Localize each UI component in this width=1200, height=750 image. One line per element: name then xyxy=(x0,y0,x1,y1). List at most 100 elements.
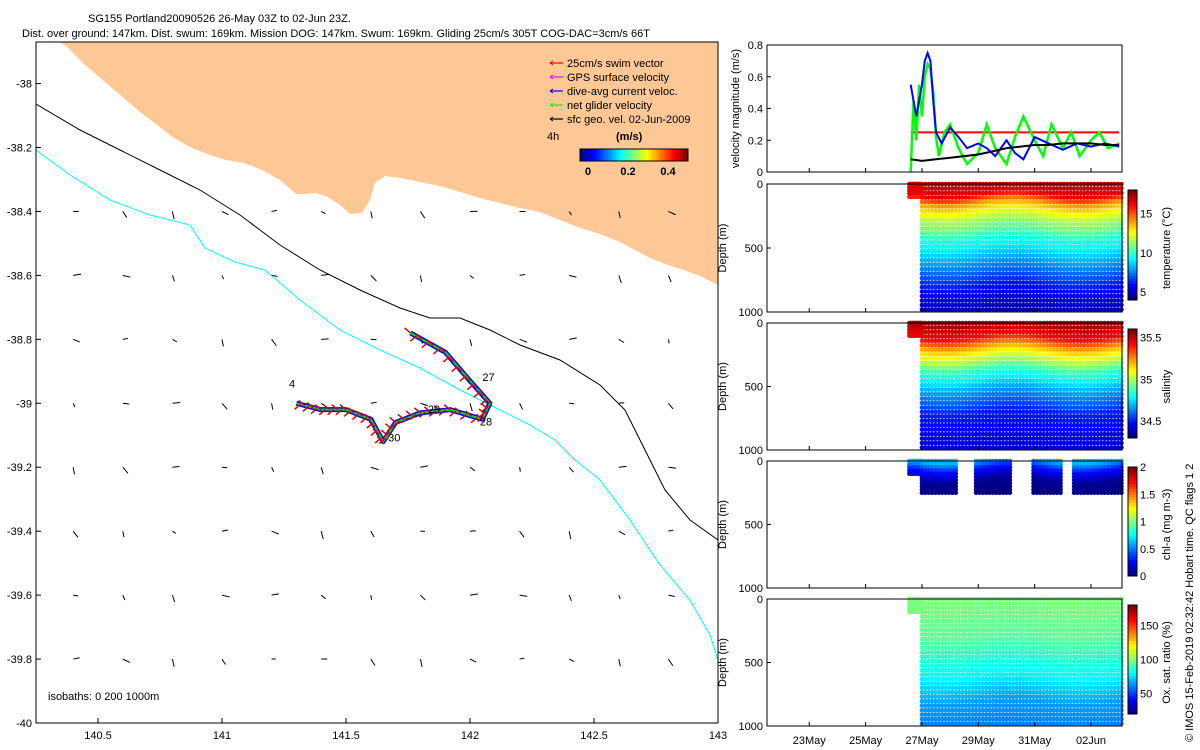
profile-sample xyxy=(1037,400,1043,406)
colorbar-cell xyxy=(1128,573,1137,577)
profile-sample xyxy=(936,226,942,232)
profile-sample xyxy=(1004,360,1009,366)
profile-sample xyxy=(933,707,938,713)
profile-sample xyxy=(980,257,986,263)
geostrophic-vector-field xyxy=(72,209,677,667)
profile-sample xyxy=(956,208,962,214)
profile-sample xyxy=(1058,490,1063,496)
profile-sample xyxy=(956,427,962,432)
profile-sample xyxy=(926,712,932,717)
profile-sample xyxy=(980,477,986,483)
profile-sample xyxy=(1102,347,1107,352)
depth-ytick-label: 0 xyxy=(757,318,763,330)
profile-sample xyxy=(956,239,962,245)
profile-sample xyxy=(946,690,952,695)
profile-sample xyxy=(987,262,992,267)
profile-sample xyxy=(1051,378,1057,384)
profile-sample xyxy=(919,672,925,677)
profile-sample xyxy=(1095,329,1101,335)
profile-sample xyxy=(1044,484,1050,489)
profile-sample xyxy=(1027,356,1033,361)
profile-sample xyxy=(966,230,972,236)
profile-sample xyxy=(1017,257,1023,263)
profile-sample xyxy=(1051,414,1057,419)
profile-sample xyxy=(1004,387,1009,392)
profile-sample xyxy=(923,365,928,370)
profile-sample xyxy=(1095,244,1101,250)
profile-sample xyxy=(1065,369,1070,375)
colorbar-cell xyxy=(1128,565,1137,569)
profile-sample xyxy=(939,716,945,722)
profile-sample xyxy=(1081,262,1087,267)
profile-sample xyxy=(1085,217,1090,223)
profile-sample xyxy=(990,266,996,272)
profile-sample xyxy=(1014,440,1019,446)
profile-sample xyxy=(1007,253,1013,258)
colorbar-cell xyxy=(1128,472,1137,476)
profile-sample xyxy=(1051,440,1057,446)
profile-sample xyxy=(1041,347,1046,352)
profile-sample xyxy=(1021,391,1026,397)
profile-sample xyxy=(977,468,982,473)
profile-sample xyxy=(963,329,969,335)
profile-sample xyxy=(987,474,992,480)
profile-sample xyxy=(970,190,975,196)
profile-sample xyxy=(977,204,982,209)
profile-sample xyxy=(1119,298,1124,303)
profile-sample xyxy=(1034,235,1040,241)
profile-sample xyxy=(936,645,942,651)
colorbar-cell xyxy=(1128,562,1137,566)
profile-sample xyxy=(1048,280,1053,285)
profile-sample xyxy=(956,190,962,196)
profile-sample xyxy=(987,334,992,339)
profile-sample xyxy=(1007,342,1013,348)
profile-sample xyxy=(1088,365,1094,370)
profile-sample xyxy=(936,387,942,392)
profile-sample xyxy=(1119,226,1124,232)
profile-sample xyxy=(926,226,932,232)
profile-sample xyxy=(1081,266,1087,272)
profile-sample xyxy=(990,338,996,344)
profile-sample xyxy=(1000,302,1006,308)
profile-sample xyxy=(1119,369,1124,375)
profile-sample xyxy=(926,645,932,651)
profile-sample xyxy=(929,351,935,357)
geostrophic-vector xyxy=(568,466,574,473)
profile-sample xyxy=(1000,293,1006,299)
profile-sample xyxy=(983,284,989,290)
profile-sample xyxy=(1088,329,1094,335)
profile-sample xyxy=(966,334,972,339)
profile-sample xyxy=(1112,329,1117,335)
profile-sample xyxy=(980,298,986,303)
colorbar-cell xyxy=(1128,502,1137,506)
profile-sample xyxy=(1024,387,1030,392)
profile-sample xyxy=(973,235,979,241)
profile-sample xyxy=(1024,293,1030,299)
profile-sample xyxy=(923,641,928,646)
profile-sample xyxy=(1105,409,1111,415)
profile-sample xyxy=(1044,289,1050,294)
profile-sample xyxy=(1054,338,1060,344)
profile-sample xyxy=(1119,474,1124,480)
profile-sample xyxy=(1108,248,1114,254)
profile-sample xyxy=(1044,374,1050,379)
profile-sample xyxy=(919,248,925,254)
profile-sample xyxy=(936,369,942,375)
depth-ylabel: Depth (m) xyxy=(717,224,729,273)
profile-sample xyxy=(933,484,938,489)
geostrophic-vector xyxy=(221,402,228,410)
profile-sample xyxy=(1108,490,1114,496)
profile-sample xyxy=(929,601,935,606)
profile-sample xyxy=(1051,208,1057,214)
profile-sample xyxy=(1021,275,1026,281)
profile-sample xyxy=(1102,409,1107,415)
colorbar-cell xyxy=(1128,245,1137,249)
profile-sample xyxy=(1112,307,1117,312)
profile-sample xyxy=(1088,271,1094,276)
profile-sample xyxy=(1088,414,1094,419)
colorbar-cell xyxy=(1128,526,1137,531)
profile-sample xyxy=(926,199,932,205)
profile-sample xyxy=(1098,347,1104,352)
profile-sample xyxy=(1112,400,1117,406)
profile-sample xyxy=(1000,387,1006,392)
